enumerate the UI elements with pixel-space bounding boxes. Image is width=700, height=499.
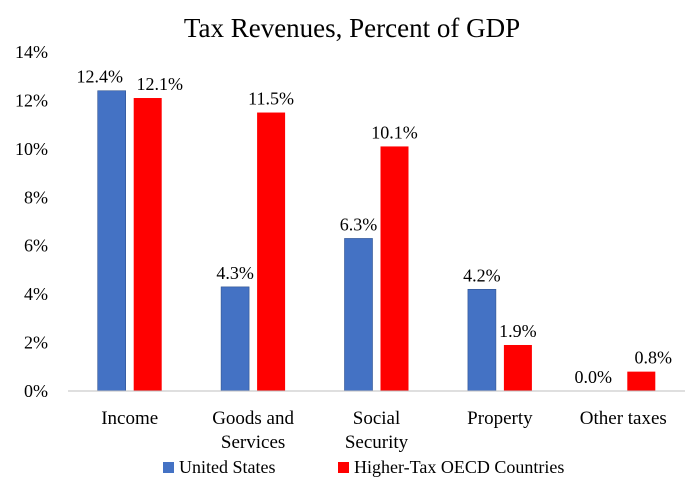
y-tick-label: 14%	[15, 42, 48, 62]
y-tick-label: 6%	[24, 236, 48, 256]
x-category-label: Social	[353, 408, 401, 429]
data-label: 0.0%	[575, 367, 613, 387]
y-tick-label: 2%	[24, 333, 48, 353]
bar-higher-tax-oecd	[257, 112, 286, 392]
bar-higher-tax-oecd	[503, 344, 532, 391]
legend-label: Higher-Tax OECD Countries	[354, 457, 564, 477]
bar-higher-tax-oecd	[133, 98, 162, 391]
data-labels: 12.4% 12.1% 4.3% 11.5% 6.3% 10.1% 4.2% 1.9% 0.0%…	[76, 67, 672, 387]
legend-label: United States	[179, 457, 276, 477]
bars	[97, 90, 656, 392]
x-axis-categories: Income Goods and Services Social Security Pro…	[101, 408, 667, 453]
x-category-label: Property	[467, 408, 533, 429]
bar-united-states	[97, 90, 126, 392]
bar-higher-tax-oecd	[627, 371, 656, 391]
y-tick-label: 8%	[24, 187, 48, 207]
x-category-label: Services	[221, 432, 285, 453]
bar-united-states	[344, 238, 373, 392]
y-axis-ticks: 0% 2% 4% 6% 8% 10% 12% 14%	[15, 42, 48, 401]
data-label: 1.9%	[499, 321, 537, 341]
data-label: 10.1%	[371, 122, 418, 142]
y-tick-label: 12%	[15, 90, 48, 110]
legend-swatch	[163, 462, 174, 473]
x-category-label: Income	[101, 408, 158, 429]
data-label: 4.2%	[463, 265, 501, 285]
data-label: 4.3%	[216, 263, 254, 283]
y-tick-label: 10%	[15, 139, 48, 159]
x-category-label: Goods and	[212, 408, 294, 429]
legend: United States Higher-Tax OECD Countries	[163, 457, 564, 477]
chart-title: Tax Revenues, Percent of GDP	[184, 13, 520, 43]
bar-united-states	[467, 288, 497, 392]
x-category-label: Other taxes	[580, 408, 667, 429]
bar-united-states	[220, 286, 250, 392]
legend-swatch	[338, 462, 349, 473]
x-category-label: Security	[345, 432, 409, 453]
data-label: 0.8%	[635, 348, 673, 368]
data-label: 6.3%	[340, 214, 378, 234]
data-label: 12.4%	[76, 67, 123, 87]
y-tick-label: 4%	[24, 284, 48, 304]
data-label: 12.1%	[136, 74, 183, 94]
data-label: 11.5%	[248, 89, 294, 109]
bar-higher-tax-oecd	[380, 146, 409, 391]
y-tick-label: 0%	[24, 381, 48, 401]
